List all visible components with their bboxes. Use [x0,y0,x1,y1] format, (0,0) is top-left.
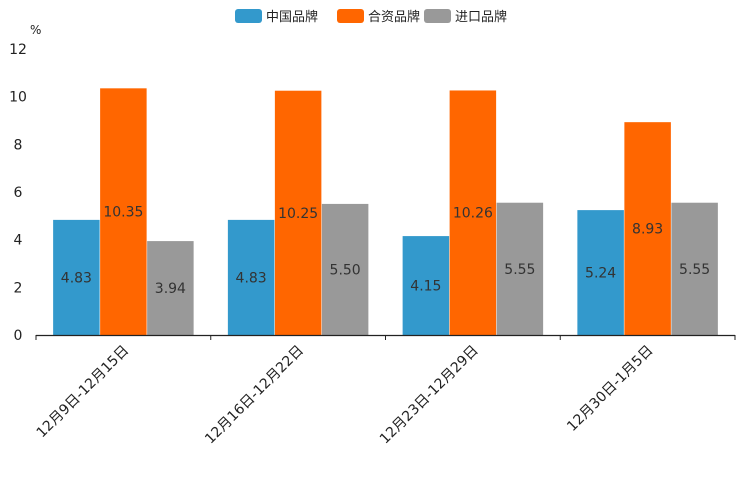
x-category-label: 12月16日-12月22日 [202,343,307,448]
data-label: 5.55 [504,262,535,278]
bar [147,241,194,335]
legend-label: 进口品牌 [455,9,507,25]
legend-item[interactable]: 进口品牌 [424,9,507,25]
data-label: 5.50 [330,262,361,278]
bar [321,203,369,335]
legend-item[interactable]: 中国品牌 [235,9,318,25]
y-axis: 0 2 4 6 8 10 12 [9,42,27,344]
bar [227,219,275,335]
bar [577,210,624,335]
bar [53,219,100,335]
bar [274,90,322,335]
data-label: 4.83 [61,270,92,286]
data-label: 10.25 [278,206,318,222]
y-tick-label: 6 [14,185,23,201]
legend: 中国品牌 合资品牌 进口品牌 [235,9,507,25]
legend-swatch [337,9,364,23]
x-category-label: 12月9日-12月15日 [34,343,133,442]
y-tick-label: 12 [9,42,27,58]
y-tick-label: 10 [9,90,27,106]
bar [402,236,450,335]
data-label: 3.94 [155,281,186,297]
x-category-label: 12月23日-12月29日 [377,343,482,448]
data-label: 8.93 [632,222,663,238]
data-label: 5.24 [585,266,616,282]
data-label: 10.26 [453,206,493,222]
bar [449,90,497,335]
x-category-label: 12月30日-1月5日 [564,343,656,435]
legend-swatch [235,9,262,23]
bars [53,88,718,335]
bar [624,122,671,335]
legend-label: 合资品牌 [368,9,420,25]
data-label: 4.15 [410,279,441,295]
legend-label: 中国品牌 [266,9,318,25]
y-tick-label: 2 [14,280,23,296]
data-labels: 4.83 10.35 3.94 4.83 10.25 5.50 4.15 10.26 5.55 5… [61,205,710,297]
y-tick-label: 4 [14,233,23,249]
y-unit-label: % [30,23,41,37]
data-label: 5.55 [679,262,710,278]
y-tick-label: 0 [14,328,23,344]
legend-item[interactable]: 合资品牌 [337,9,420,25]
data-label: 4.83 [236,270,267,286]
bar [496,202,544,335]
x-axis: 12月9日-12月15日 12月16日-12月22日 12月23日-12月29日 12… [34,334,736,448]
bar [100,88,147,335]
data-label: 10.35 [103,205,143,221]
bar [671,202,718,335]
y-tick-label: 8 [14,137,23,153]
legend-swatch [424,9,451,23]
